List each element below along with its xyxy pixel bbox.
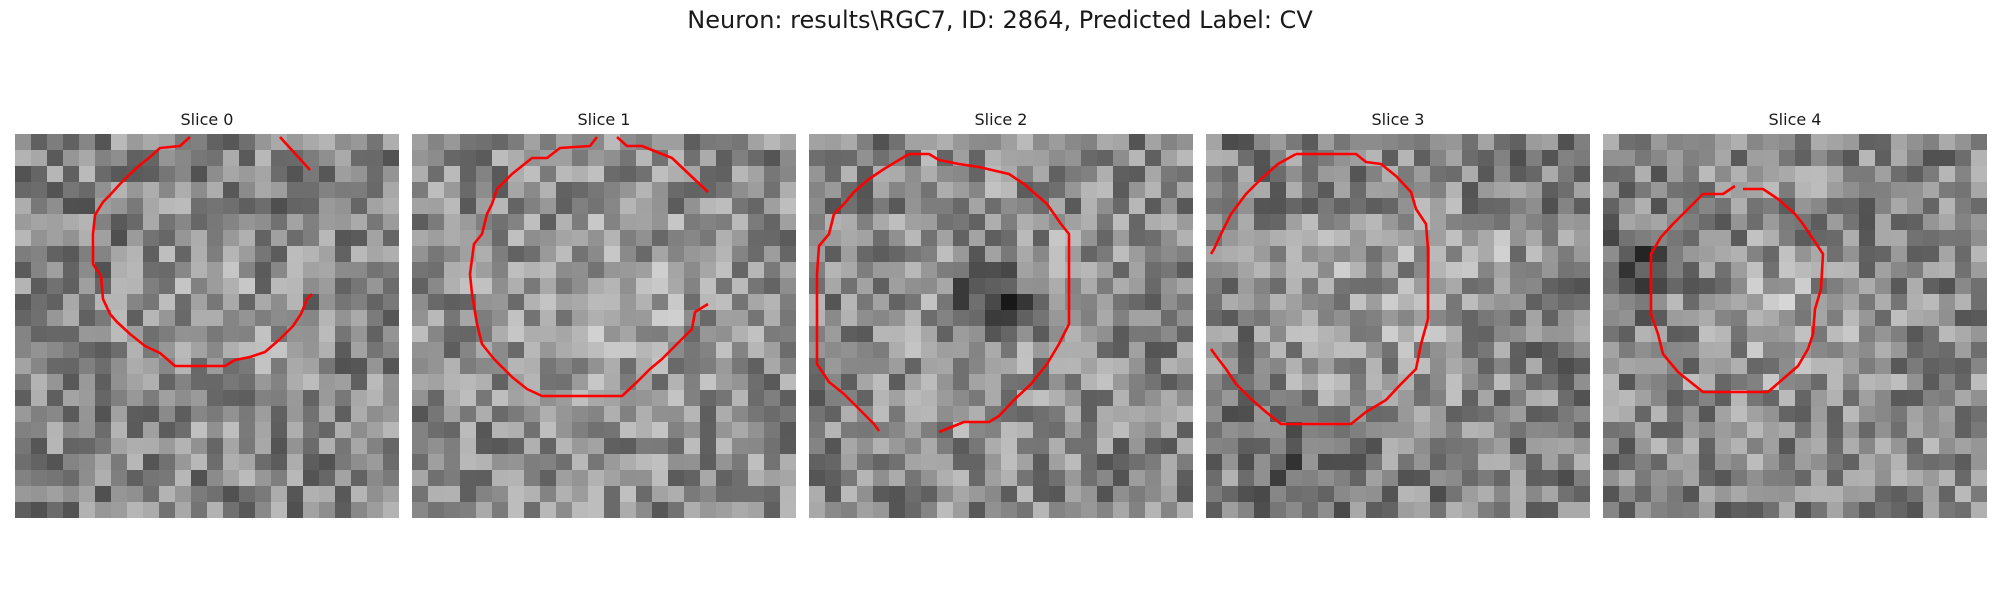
slice-panel-4: Slice 4: [1603, 108, 1987, 518]
slice-panel-2: Slice 2: [809, 108, 1193, 518]
slice-panel-1: Slice 1: [412, 108, 796, 518]
slice-panel-3: Slice 3: [1206, 108, 1590, 518]
slice-title-0: Slice 0: [15, 108, 399, 132]
slice-image-2: [809, 134, 1193, 518]
slice-title-4: Slice 4: [1603, 108, 1987, 132]
pixel-grid-0: [15, 134, 399, 518]
slice-panel-0: Slice 0: [15, 108, 399, 518]
slice-title-3: Slice 3: [1206, 108, 1590, 132]
pixel-grid-2: [809, 134, 1193, 518]
slice-image-1: [412, 134, 796, 518]
figure-title: Neuron: results\RGC7, ID: 2864, Predicte…: [0, 6, 2000, 34]
pixel-grid-1: [412, 134, 796, 518]
pixel-grid-3: [1206, 134, 1590, 518]
slice-image-4: [1603, 134, 1987, 518]
slice-image-0: [15, 134, 399, 518]
pixel-grid-4: [1603, 134, 1987, 518]
slice-title-2: Slice 2: [809, 108, 1193, 132]
slice-image-3: [1206, 134, 1590, 518]
slice-title-1: Slice 1: [412, 108, 796, 132]
